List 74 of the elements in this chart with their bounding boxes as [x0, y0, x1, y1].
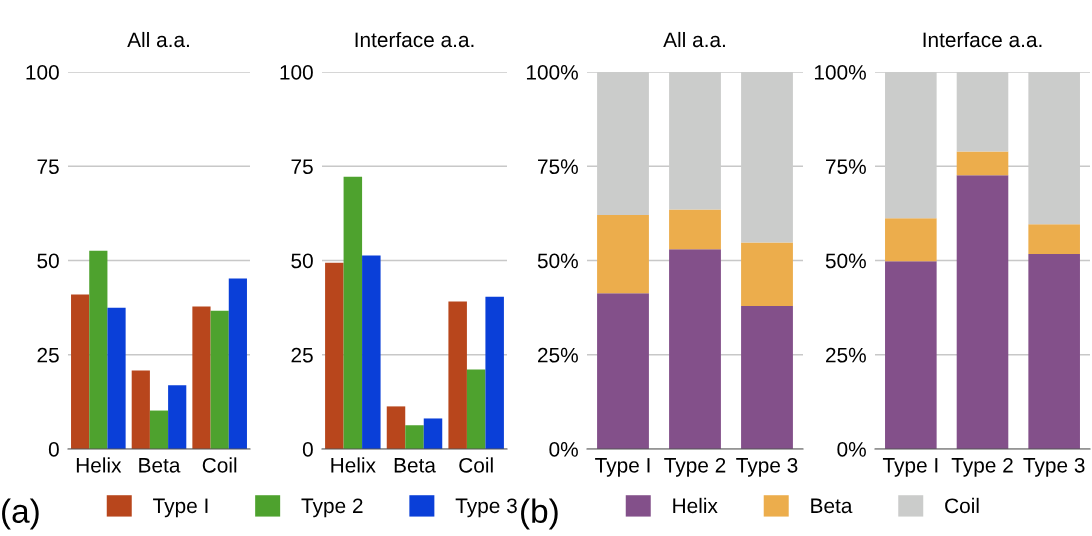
y-tick-label: 0 — [302, 442, 313, 457]
bar — [597, 214, 649, 294]
chart-title: All a.a. — [663, 31, 725, 48]
bar — [362, 255, 381, 449]
y-tick-label: 25 — [291, 347, 313, 363]
y-tick-label: 0 — [48, 442, 59, 457]
chart-title: Interface a.a. — [355, 31, 474, 48]
y-tick-label: 0% — [549, 442, 578, 457]
y-tick-label: 75% — [826, 159, 866, 174]
bar — [597, 293, 649, 449]
bar — [192, 306, 211, 449]
bar — [405, 425, 424, 449]
y-tick-label: 100 — [26, 65, 59, 80]
bar — [149, 410, 169, 449]
x-tick-label: Helix — [331, 457, 376, 473]
bar — [448, 301, 467, 449]
bar — [466, 369, 486, 449]
x-tick-label: Type 2 — [951, 457, 1013, 477]
y-tick-label: 0% — [837, 442, 866, 457]
bar — [386, 406, 406, 449]
x-tick-label: Type 3 — [736, 457, 798, 477]
bar — [1028, 224, 1080, 255]
x-tick-label: Helix — [76, 457, 122, 473]
y-tick-label: 25% — [826, 347, 866, 363]
bar — [741, 306, 793, 449]
bar — [343, 176, 363, 449]
y-tick-label: 100 — [280, 65, 313, 80]
y-tick-label: 75 — [37, 159, 59, 174]
y-tick-label: 50 — [37, 253, 59, 269]
bar — [956, 175, 1009, 449]
x-tick-label: Type I — [882, 458, 938, 477]
bar — [71, 294, 90, 449]
bar — [669, 249, 721, 449]
x-tick-label: Coil — [202, 457, 237, 473]
legend-label: Type 3 — [455, 498, 517, 518]
bar — [325, 262, 344, 449]
bar — [885, 218, 937, 262]
bar — [741, 242, 793, 307]
x-tick-label: Type 3 — [1023, 457, 1085, 477]
bar — [168, 385, 187, 449]
legend-label: Type 2 — [301, 498, 363, 518]
bar — [423, 418, 443, 449]
legend-label: Helix — [673, 497, 718, 514]
x-tick-label: Type 2 — [664, 457, 726, 477]
bar — [485, 296, 504, 449]
y-tick-label: 50% — [537, 253, 578, 269]
bar — [956, 151, 1009, 176]
bar — [885, 261, 937, 449]
text: (b) — [521, 498, 558, 530]
bar — [228, 278, 247, 449]
y-tick-label: 50% — [825, 253, 866, 269]
y-tick-label: 100% — [814, 65, 866, 80]
bar — [1028, 254, 1080, 449]
chart-title: Interface a.a. — [923, 31, 1042, 48]
bar — [89, 250, 108, 449]
x-tick-label: Coil — [459, 457, 493, 473]
bar — [669, 209, 721, 250]
x-tick-label: Beta — [394, 458, 436, 473]
legend-label: Beta — [811, 498, 853, 514]
bar — [131, 370, 150, 449]
bar — [107, 307, 126, 449]
y-tick-label: 75 — [291, 159, 313, 174]
y-tick-label: 25 — [37, 347, 59, 363]
y-tick-label: 75% — [538, 159, 578, 174]
y-tick-label: 100% — [526, 65, 578, 80]
legend-label: Type I — [153, 498, 208, 518]
text: (a) — [2, 498, 39, 530]
y-tick-label: 25% — [538, 347, 578, 363]
bar — [210, 310, 229, 449]
x-tick-label: Type I — [595, 458, 650, 477]
y-tick-label: 50 — [291, 253, 313, 269]
legend-label: Coil — [945, 497, 979, 514]
x-tick-label: Beta — [139, 458, 181, 473]
chart-title: All a.a. — [127, 31, 189, 48]
